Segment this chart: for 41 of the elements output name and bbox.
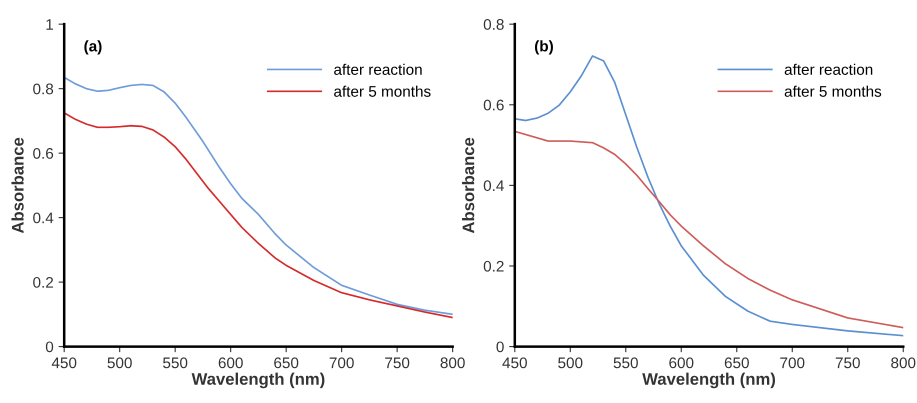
x-tick-label: 450	[52, 357, 76, 368]
x-tick-label: 550	[163, 357, 188, 368]
y-tick-label: 0.4	[33, 212, 54, 224]
x-tick-label: 650	[274, 357, 298, 368]
line-series	[64, 112, 453, 318]
x-tick-label: 450	[502, 357, 527, 368]
x-tick-label: 750	[385, 357, 410, 368]
x-tick-label: 600	[218, 357, 243, 368]
y-tick-label: 0	[496, 341, 504, 352]
x-tick-label: 500	[108, 357, 132, 368]
y-tick-label: 0.4	[484, 180, 504, 192]
y-tick-label: 0.8	[484, 19, 504, 30]
legend-label: after reaction	[784, 64, 872, 75]
y-tick-label: 0.6	[484, 100, 504, 110]
y-tick-label: 0.2	[33, 276, 54, 288]
y-axis-title: Absorbance	[11, 138, 24, 234]
y-tick-label: 0	[46, 341, 54, 352]
x-tick-label: 550	[614, 357, 638, 368]
x-axis-title: Wavelength (nm)	[642, 372, 776, 388]
y-tick-label: 0.6	[33, 148, 54, 159]
x-tick-label: 750	[836, 357, 860, 368]
x-tick-label: 700	[330, 357, 354, 368]
y-tick-label: 0.2	[484, 260, 504, 272]
y-axis-title: Absorbance	[462, 138, 474, 234]
annotation: (b)	[534, 40, 553, 55]
y-tick-label: 1	[46, 19, 54, 30]
y-tick-label: 0.8	[33, 84, 54, 94]
x-tick-label: 800	[440, 357, 465, 368]
line-series	[514, 130, 904, 328]
x-tick-label: 800	[891, 357, 916, 368]
x-tick-label: 600	[669, 357, 694, 368]
legend-label: after 5 months	[334, 86, 431, 97]
line-series	[514, 55, 904, 337]
x-tick-label: 700	[780, 357, 804, 368]
x-tick-label: 500	[558, 357, 582, 368]
legend-label: after reaction	[334, 64, 422, 75]
legend-label: after 5 months	[784, 86, 882, 97]
x-axis-title: Wavelength (nm)	[192, 372, 324, 388]
x-tick-label: 650	[724, 357, 749, 368]
line-series	[64, 76, 453, 316]
annotation: (a)	[84, 40, 102, 55]
